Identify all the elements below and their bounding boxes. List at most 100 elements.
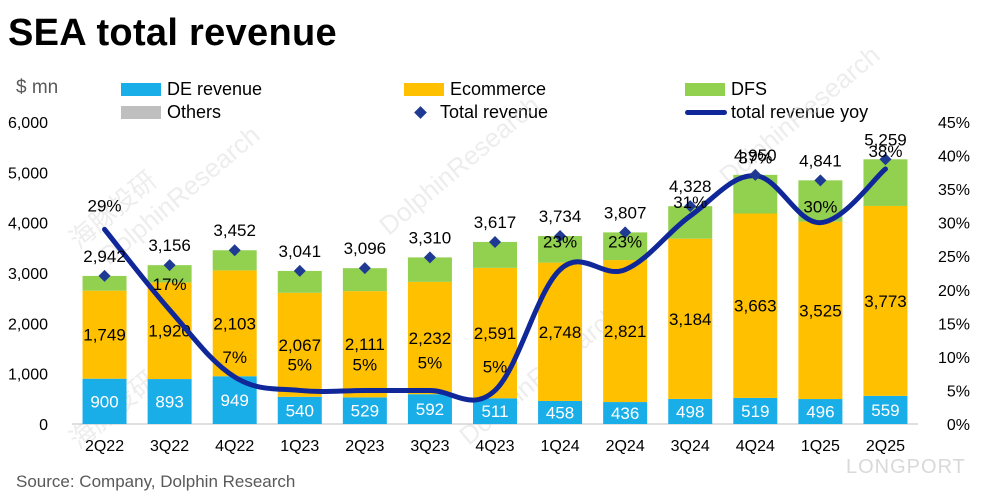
de-value-label: 496 [806, 403, 834, 422]
legend-total-revenue: Total revenue [404, 102, 548, 123]
total-revenue-marker [98, 269, 111, 282]
yoy-value-label: 23% [543, 233, 577, 252]
x-tick-label: 2Q22 [85, 438, 124, 455]
total-revenue-marker [423, 251, 436, 264]
bar-dfs [212, 250, 257, 271]
y-left-tick-label: 5,000 [8, 165, 48, 182]
legend-label-de: DE revenue [167, 79, 263, 99]
total-revenue-label: 3,617 [474, 213, 517, 232]
yoy-value-label: 5% [287, 355, 312, 374]
ecommerce-value-label: 3,184 [669, 310, 712, 329]
bar-de-revenue [277, 396, 322, 424]
yoy-value-label: 23% [608, 233, 642, 252]
bar-de-revenue [82, 378, 127, 424]
ecommerce-value-label: 2,748 [539, 323, 582, 342]
total-revenue-label: 3,452 [213, 221, 256, 240]
ecommerce-value-label: 2,232 [409, 329, 452, 348]
bar-ecommerce [863, 205, 908, 396]
x-tick-label: 4Q22 [215, 438, 254, 455]
x-tick-label: 4Q24 [736, 438, 775, 455]
total-revenue-label: 3,310 [409, 228, 452, 247]
x-tick-label: 1Q23 [280, 438, 319, 455]
y-right-tick-label: 45% [938, 115, 970, 132]
total-revenue-marker [358, 262, 371, 275]
total-revenue-marker [228, 244, 241, 257]
total-revenue-label: 3,096 [344, 239, 387, 258]
yoy-value-label: 30% [803, 198, 837, 217]
bar-de-revenue [407, 394, 452, 424]
legend-swatch-de [121, 83, 161, 96]
x-tick-label: 3Q22 [150, 438, 189, 455]
yoy-value-label: 37% [738, 149, 772, 168]
bar-de-revenue [668, 398, 713, 424]
legend-total-revenue-yoy: total revenue yoy [685, 102, 868, 123]
bar-de-revenue [603, 402, 648, 424]
y-right-tick-label: 20% [938, 283, 970, 300]
ecommerce-value-label: 3,525 [799, 301, 842, 320]
unit-label: $ mn [16, 77, 59, 98]
bar-de-revenue [863, 395, 908, 424]
ecommerce-value-label: 2,103 [213, 314, 256, 333]
total-revenue-marker [684, 200, 697, 213]
bar-de-revenue [342, 397, 387, 424]
x-tick-label: 1Q25 [801, 438, 840, 455]
bar-de-revenue [147, 379, 192, 424]
legend-label-others: Others [167, 102, 222, 122]
y-right-tick-label: 15% [938, 316, 970, 333]
x-tick-label: 2Q25 [866, 438, 905, 455]
total-revenue-label: 3,041 [278, 242, 321, 261]
legend-swatch-dfs [685, 83, 725, 96]
total-revenue-label: 3,807 [604, 203, 647, 222]
legend-swatch-ecommerce [404, 83, 444, 96]
y-left-tick-label: 3,000 [8, 266, 48, 283]
total-revenue-label: 4,328 [669, 177, 712, 196]
bar-ecommerce [473, 267, 517, 399]
yoy-value-label: 7% [222, 348, 247, 367]
y-left-tick-label: 4,000 [8, 216, 48, 233]
x-tick-label: 2Q23 [345, 438, 384, 455]
de-value-label: 949 [221, 391, 249, 410]
yoy-value-label: 38% [868, 142, 902, 161]
watermark-logo: LONGPORT [846, 456, 966, 478]
total-revenue-label: 3,156 [148, 236, 191, 255]
y-right-tick-label: 10% [938, 350, 970, 367]
ecommerce-value-label: 1,749 [83, 326, 126, 345]
bar-ecommerce [342, 291, 387, 398]
bar-ecommerce [798, 221, 843, 400]
total-revenue-marker [749, 168, 762, 181]
y-right-tick-label: 25% [938, 249, 970, 266]
yoy-value-label: 29% [88, 196, 122, 215]
legend-label-total: Total revenue [440, 102, 549, 122]
bar-ecommerce [733, 213, 778, 398]
x-tick-label: 1Q24 [541, 438, 580, 455]
total-revenue-marker [814, 174, 827, 187]
legend-label-dfs: DFS [731, 79, 767, 99]
legend-line-icon [685, 110, 727, 115]
bar-ecommerce [82, 290, 127, 379]
x-tick-label: 2Q24 [606, 438, 645, 455]
yoy-value-label: 5% [418, 353, 443, 372]
yoy-value-label: 5% [483, 357, 508, 376]
bar-dfs [342, 268, 387, 292]
de-value-label: 436 [611, 404, 639, 423]
bar-de-revenue [473, 398, 517, 424]
ecommerce-value-label: 3,773 [864, 292, 907, 311]
total-revenue-label: 4,841 [799, 151, 842, 170]
y-right-tick-label: 5% [947, 383, 970, 400]
bar-de-revenue [798, 399, 843, 424]
x-tick-label: 3Q23 [410, 438, 449, 455]
legend-de-revenue: DE revenue [121, 79, 262, 100]
yoy-value-label: 17% [153, 275, 187, 294]
bar-de-revenue [538, 400, 583, 424]
de-value-label: 893 [155, 393, 183, 412]
bar-dfs [82, 275, 127, 291]
total-revenue-label: 5,259 [864, 130, 907, 149]
y-left-tick-label: 2,000 [8, 316, 48, 333]
total-revenue-marker [293, 264, 306, 277]
total-revenue-marker [489, 235, 501, 248]
y-left-tick-label: 1,000 [8, 367, 48, 384]
y-right-tick-label: 0% [947, 417, 970, 434]
source-note: Source: Company, Dolphin Research [16, 472, 296, 491]
y-right-tick-label: 40% [938, 149, 970, 166]
